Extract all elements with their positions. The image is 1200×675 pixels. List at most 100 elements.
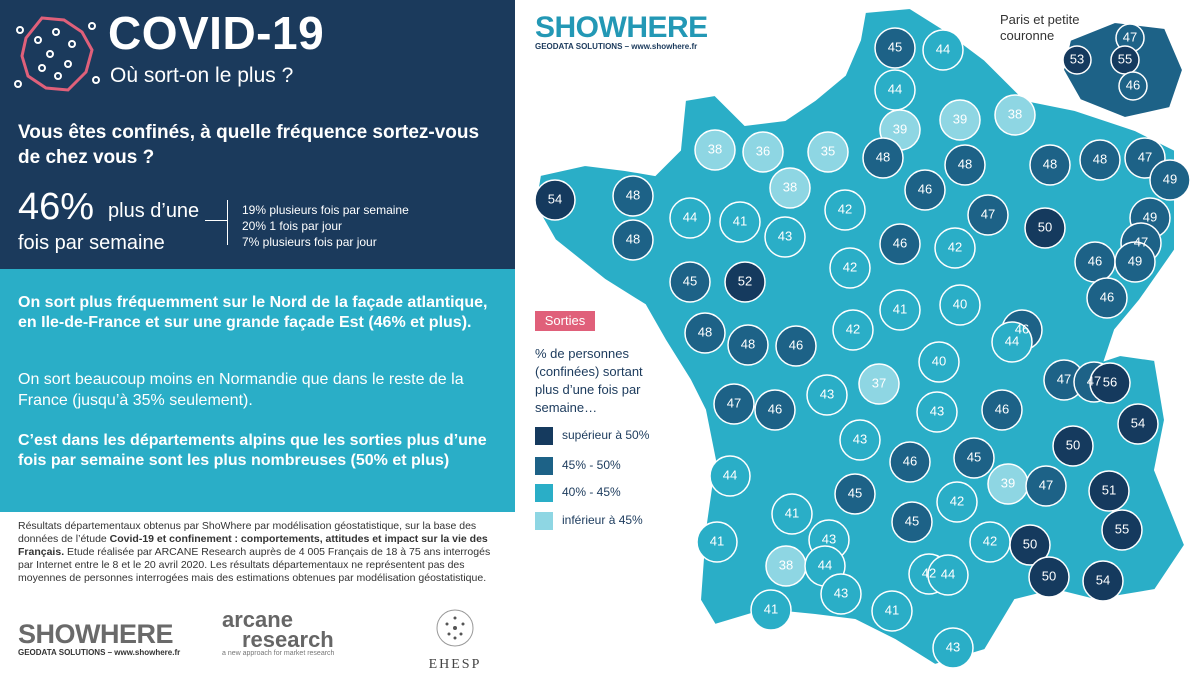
department-region	[534, 179, 576, 221]
department-value-label: 47	[727, 395, 741, 410]
department-region	[719, 201, 761, 243]
department-region	[750, 589, 792, 631]
department-value-label: 45	[848, 485, 862, 500]
ehesp-emblem-icon	[436, 609, 474, 647]
legend-title: Sorties	[535, 311, 595, 331]
arcane-logo-sub: a new approach for market research	[222, 650, 335, 657]
department-value-label: 44	[723, 467, 737, 482]
department-value-label: 43	[853, 431, 867, 446]
department-value-label: 46	[903, 453, 917, 468]
arcane-logo-line2: research	[242, 627, 334, 652]
department-value-label: 56	[1103, 374, 1117, 389]
methodology-note: Résultats départementaux obtenus par Sho…	[18, 520, 500, 585]
department-value-label: 48	[1093, 151, 1107, 166]
department-region	[934, 227, 976, 269]
department-region	[939, 99, 981, 141]
headline-text-1: plus d’une	[108, 200, 200, 222]
department-value-label: 42	[838, 201, 852, 216]
headline-percentage: 46%	[18, 186, 95, 228]
department-value-label: 47	[981, 206, 995, 221]
department-value-label: 40	[932, 353, 946, 368]
department-value-label: 47	[1087, 373, 1101, 388]
department-region	[953, 437, 995, 479]
department-region	[1024, 207, 1066, 249]
department-value-label: 45	[905, 513, 919, 528]
department-region	[709, 455, 751, 497]
department-value-label: 43	[930, 403, 944, 418]
department-region	[824, 189, 866, 231]
department-region	[1028, 556, 1070, 598]
department-value-label: 54	[548, 191, 562, 206]
department-region	[874, 27, 916, 69]
department-region	[1009, 524, 1051, 566]
department-value-label: 49	[1143, 209, 1157, 224]
department-region	[922, 29, 964, 71]
page-subtitle: Où sort-on le plus ?	[110, 64, 294, 87]
ehesp-logo-text: EHESP	[428, 657, 482, 672]
department-value-label: 48	[698, 324, 712, 339]
department-region	[612, 219, 654, 261]
department-value-label: 42	[922, 565, 936, 580]
bracket-connector	[205, 220, 227, 221]
department-value-label: 47	[1039, 477, 1053, 492]
arcane-research-logo: arcane research a new approach for marke…	[222, 609, 335, 658]
department-value-label: 37	[872, 375, 886, 390]
department-region	[871, 590, 913, 632]
department-value-label: 44	[683, 209, 697, 224]
department-region	[916, 391, 958, 433]
header-panel	[0, 0, 515, 112]
legend-label: 45% - 50%	[562, 458, 621, 472]
showhere-logo-sub: GEODATA SOLUTIONS – www.showhere.fr	[535, 42, 698, 51]
paris-inset-value-label: 55	[1118, 51, 1132, 66]
department-region	[771, 493, 813, 535]
legend-description: % de personnes (confinées) sortant plus …	[535, 346, 643, 415]
department-region	[834, 473, 876, 515]
headline-text-2: fois par semaine	[18, 232, 165, 254]
department-value-label: 44	[936, 41, 950, 56]
department-value-label: 39	[1001, 475, 1015, 490]
legend-swatch	[535, 512, 553, 530]
detail-line: 20% 1 fois par jour	[242, 219, 343, 233]
legend-label: 40% - 45%	[562, 485, 621, 499]
department-value-label: 49	[1163, 171, 1177, 186]
department-value-label: 48	[876, 149, 890, 164]
department-value-label: 48	[626, 187, 640, 202]
department-region	[1079, 139, 1121, 181]
findings-panel	[0, 269, 515, 512]
department-region	[944, 144, 986, 186]
department-value-label: 54	[1096, 572, 1110, 587]
department-value-label: 50	[1038, 219, 1052, 234]
department-value-label: 47	[1138, 149, 1152, 164]
finding-2: On sort beaucoup moins en Normandie que …	[18, 371, 464, 409]
department-region	[994, 94, 1036, 136]
department-value-label: 35	[821, 143, 835, 158]
paris-inset-value-label: 47	[1123, 29, 1137, 44]
department-value-label: 46	[768, 401, 782, 416]
legend-label: supérieur à 50%	[562, 428, 650, 442]
detail-line: 7% plusieurs fois par jour	[242, 235, 377, 249]
showhere-logo-top: SHOWHERE GEODATA SOLUTIONS – www.showher…	[535, 13, 708, 52]
department-region	[1025, 465, 1067, 507]
department-region	[967, 194, 1009, 236]
finding-1: On sort plus fréquemment sur le Nord de …	[18, 294, 488, 331]
department-value-label: 43	[834, 585, 848, 600]
showhere-logo-text: SHOWHERE	[18, 619, 174, 649]
department-region	[1052, 425, 1094, 467]
department-value-label: 42	[950, 493, 964, 508]
department-value-label: 52	[738, 273, 752, 288]
department-value-label: 48	[1043, 156, 1057, 171]
paris-inset-value-label: 46	[1126, 77, 1140, 92]
department-region	[669, 261, 711, 303]
study-title: Covid-19 et confinement : comportements,…	[18, 533, 488, 558]
department-region	[1089, 362, 1131, 404]
showhere-logo-sub: GEODATA SOLUTIONS – www.showhere.fr	[18, 648, 181, 657]
paris-inset-label-line2: couronne	[1000, 28, 1055, 43]
department-region	[612, 175, 654, 217]
department-value-label: 50	[1023, 536, 1037, 551]
department-value-label: 41	[733, 213, 747, 228]
department-value-label: 42	[983, 533, 997, 548]
department-value-label: 38	[779, 557, 793, 572]
ehesp-logo: EHESP	[415, 600, 495, 672]
department-region	[742, 131, 784, 173]
department-value-label: 41	[893, 301, 907, 316]
